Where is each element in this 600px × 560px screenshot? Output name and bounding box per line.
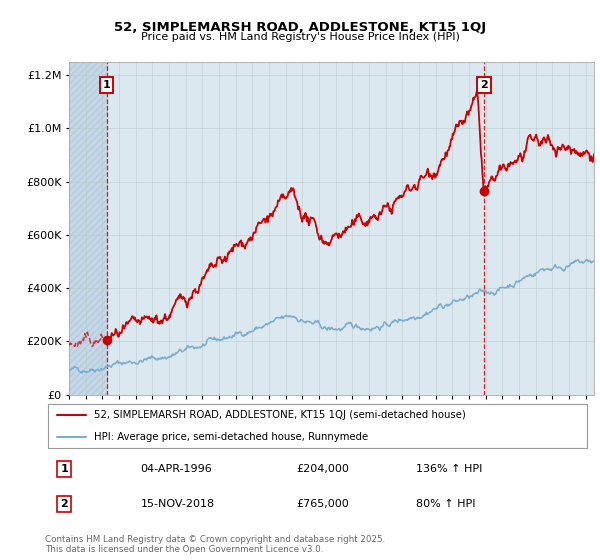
Text: 2: 2 — [480, 80, 488, 90]
Text: 2: 2 — [60, 499, 68, 509]
Text: 80% ↑ HPI: 80% ↑ HPI — [416, 499, 476, 509]
Text: Price paid vs. HM Land Registry's House Price Index (HPI): Price paid vs. HM Land Registry's House … — [140, 32, 460, 43]
Text: 04-APR-1996: 04-APR-1996 — [140, 464, 212, 474]
Text: £204,000: £204,000 — [296, 464, 349, 474]
Text: 1: 1 — [103, 80, 110, 90]
Text: Contains HM Land Registry data © Crown copyright and database right 2025.
This d: Contains HM Land Registry data © Crown c… — [45, 535, 385, 554]
Text: 52, SIMPLEMARSH ROAD, ADDLESTONE, KT15 1QJ: 52, SIMPLEMARSH ROAD, ADDLESTONE, KT15 1… — [114, 21, 486, 34]
FancyBboxPatch shape — [48, 404, 587, 449]
Text: 1: 1 — [60, 464, 68, 474]
Text: 52, SIMPLEMARSH ROAD, ADDLESTONE, KT15 1QJ (semi-detached house): 52, SIMPLEMARSH ROAD, ADDLESTONE, KT15 1… — [94, 410, 466, 420]
Bar — [69, 62, 107, 395]
Text: HPI: Average price, semi-detached house, Runnymede: HPI: Average price, semi-detached house,… — [94, 432, 368, 442]
Bar — [69, 62, 107, 395]
Text: £765,000: £765,000 — [296, 499, 349, 509]
Text: 136% ↑ HPI: 136% ↑ HPI — [416, 464, 482, 474]
Text: 15-NOV-2018: 15-NOV-2018 — [140, 499, 215, 509]
